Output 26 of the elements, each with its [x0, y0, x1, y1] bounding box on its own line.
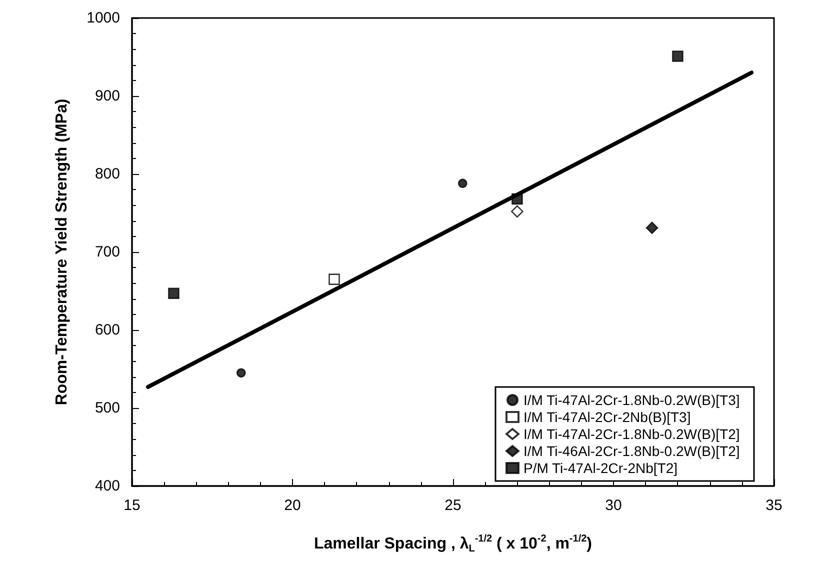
point [458, 178, 468, 188]
y-tick-label: 900 [94, 88, 120, 104]
x-tick-label: 35 [766, 497, 782, 514]
y-tick-label: 400 [94, 478, 120, 494]
x-tick-label: 15 [124, 497, 140, 514]
point [512, 193, 523, 205]
y-axis-title: Room-Temperature Yield Strength (MPa) [54, 98, 70, 406]
point [646, 222, 658, 234]
y-tick-label: 500 [94, 400, 120, 416]
y-tick-label: 700 [94, 244, 120, 260]
y-tick-label: 1000 [86, 10, 120, 26]
x-tick-label: 20 [284, 497, 301, 514]
point [672, 50, 684, 62]
point [168, 288, 180, 299]
legend-label: I/M Ti-47Al-2Cr-2Nb(B)[T3] [523, 409, 691, 425]
legend-label: P/M Ti-47Al-2Cr-2Nb[T2] [523, 460, 678, 476]
x-tick-label: 25 [444, 497, 462, 514]
point [328, 274, 340, 285]
legend-label: I/M Ti-47Al-2Cr-1.8Nb-0.2W(B)[T2] [523, 426, 740, 442]
legend-label: I/M Ti-47Al-2Cr-1.8Nb-0.2W(B)[T3] [523, 392, 740, 408]
point [236, 368, 246, 378]
legend-label: I/M Ti-46Al-2Cr-1.8Nb-0.2W(B)[T2] [523, 443, 740, 459]
y-tick-label: 600 [94, 322, 120, 338]
x-tick-label: 30 [605, 497, 622, 514]
point [511, 205, 524, 218]
y-tick-label: 800 [94, 166, 120, 182]
